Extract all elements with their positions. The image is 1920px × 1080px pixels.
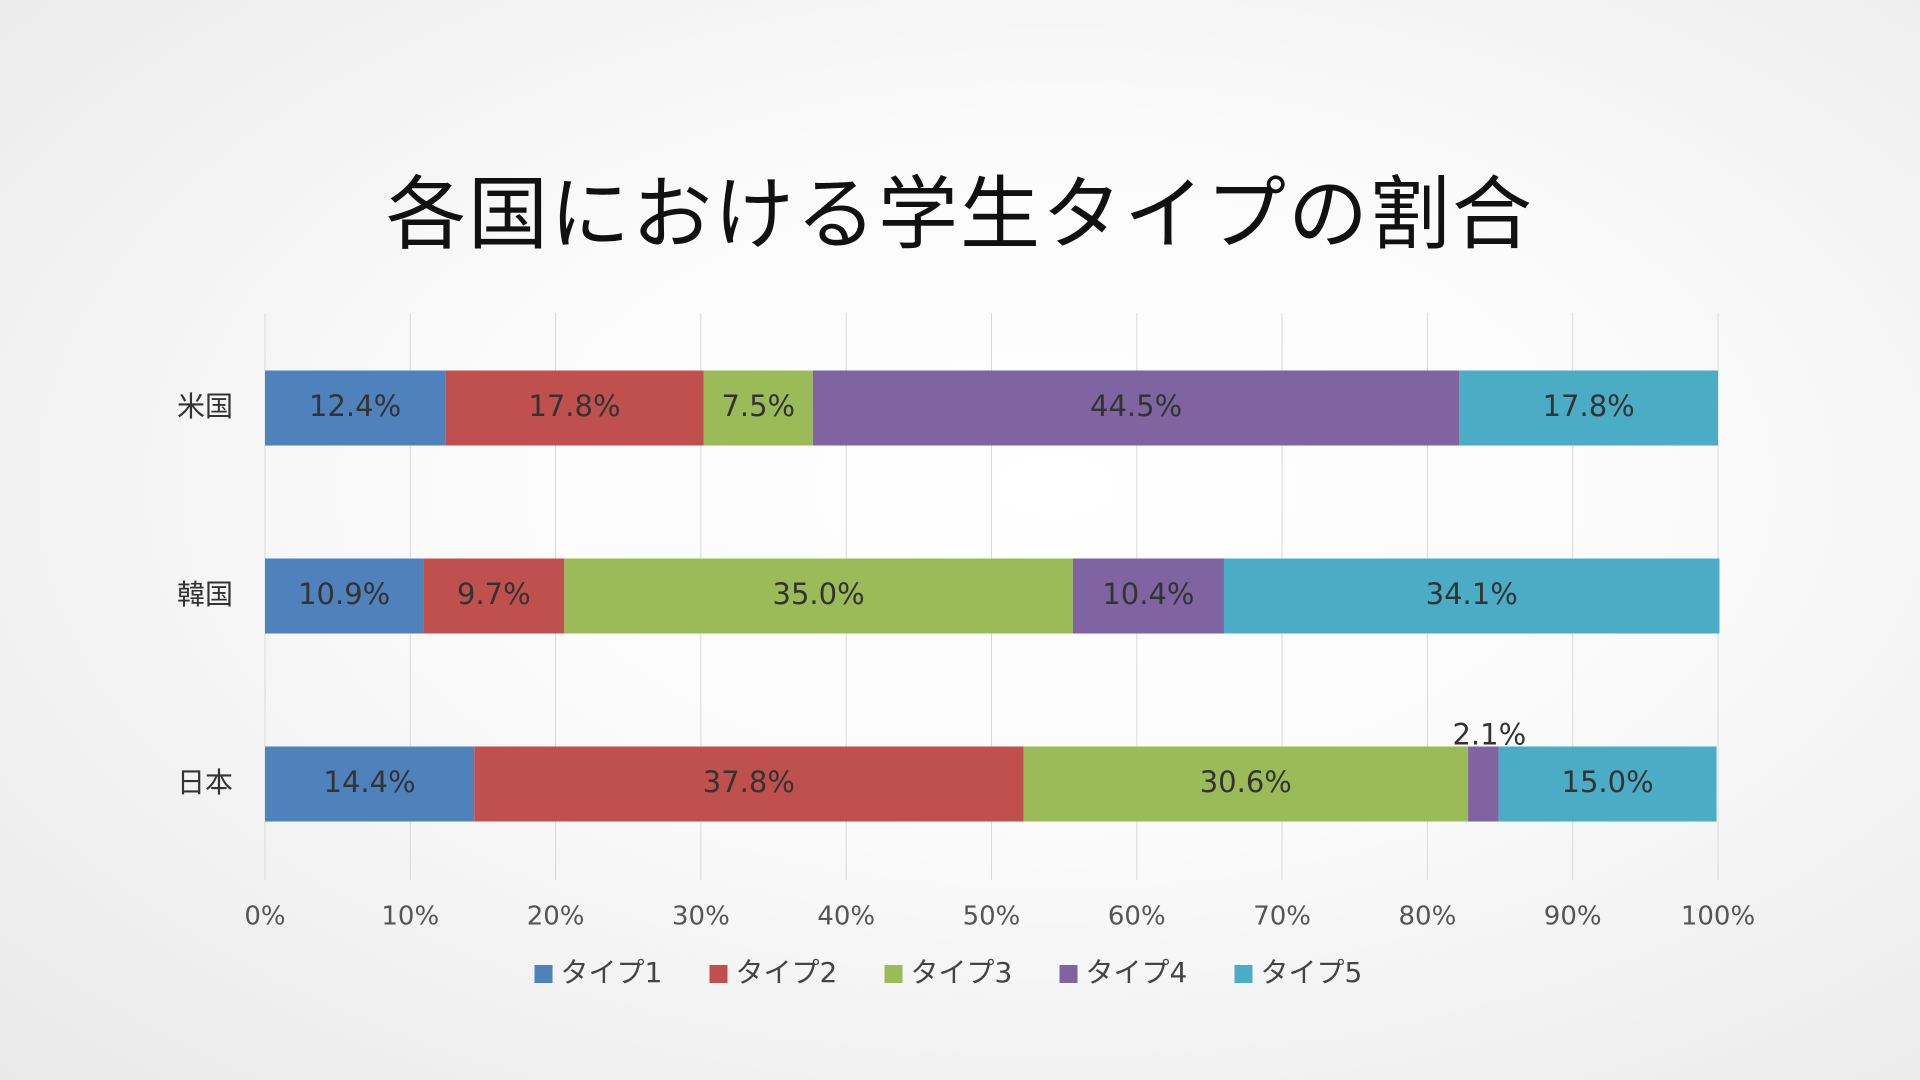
legend-label: タイプ2 xyxy=(736,956,838,989)
x-tick-label: 30% xyxy=(672,902,730,932)
bar-segment xyxy=(1223,558,1720,634)
bar-segment xyxy=(1468,746,1499,822)
bar-segment xyxy=(1023,746,1469,822)
legend-label: タイプ5 xyxy=(1261,956,1363,989)
category-label: 韓国 xyxy=(177,578,233,611)
bar-segment xyxy=(1072,558,1224,634)
x-tick-label: 100% xyxy=(1681,902,1755,932)
bar-segment xyxy=(265,370,446,446)
data-label: 7.5% xyxy=(721,389,795,423)
legend-label: タイプ1 xyxy=(561,956,663,989)
data-label: 10.9% xyxy=(298,577,390,611)
data-label: 17.8% xyxy=(1543,389,1635,423)
bar-segment xyxy=(474,746,1024,822)
bar-segment xyxy=(1498,746,1717,822)
data-label: 44.5% xyxy=(1090,389,1182,423)
data-label: 30.6% xyxy=(1200,765,1292,799)
x-tick-label: 10% xyxy=(381,902,439,932)
bar-segment xyxy=(445,370,704,446)
legend-swatch xyxy=(709,965,728,983)
legend-label: タイプ3 xyxy=(911,956,1013,989)
data-label: 15.0% xyxy=(1562,765,1654,799)
data-label: 37.8% xyxy=(703,765,795,799)
x-tick-label: 0% xyxy=(244,902,285,932)
bar-segment xyxy=(564,558,1073,634)
x-tick-label: 60% xyxy=(1108,902,1166,932)
bar-segment xyxy=(812,370,1460,446)
legend-swatch xyxy=(1059,965,1078,983)
data-label: 17.8% xyxy=(528,389,620,423)
data-label: 2.1% xyxy=(1452,718,1526,752)
bar-segment xyxy=(265,558,424,634)
x-tick-label: 80% xyxy=(1399,902,1457,932)
bar-segment xyxy=(423,558,565,634)
legend-swatch xyxy=(534,965,553,983)
category-label: 米国 xyxy=(177,390,233,423)
bar-segment xyxy=(265,746,475,822)
x-tick-label: 70% xyxy=(1253,902,1311,932)
data-label: 35.0% xyxy=(773,577,865,611)
data-label: 34.1% xyxy=(1426,577,1518,611)
x-tick-label: 40% xyxy=(817,902,875,932)
legend-swatch xyxy=(1234,965,1253,983)
legend-label: タイプ4 xyxy=(1086,956,1188,989)
data-label: 10.4% xyxy=(1102,577,1194,611)
slide-title: 各国における学生タイプの割合 xyxy=(386,168,1534,261)
data-label: 9.7% xyxy=(457,577,531,611)
category-label: 日本 xyxy=(177,766,233,799)
bar-segment xyxy=(703,370,813,446)
bar-segment xyxy=(1459,370,1718,446)
x-tick-label: 50% xyxy=(963,902,1021,932)
legend-swatch xyxy=(884,965,903,983)
data-label: 12.4% xyxy=(309,389,401,423)
data-label: 14.4% xyxy=(324,765,416,799)
x-tick-label: 20% xyxy=(527,902,585,932)
x-tick-label: 90% xyxy=(1544,902,1602,932)
